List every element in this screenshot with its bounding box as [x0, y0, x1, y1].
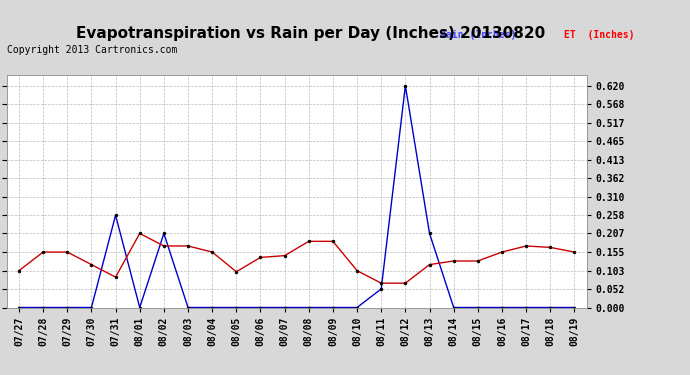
Text: Rain (Inches): Rain (Inches): [440, 30, 516, 40]
Text: Copyright 2013 Cartronics.com: Copyright 2013 Cartronics.com: [7, 45, 177, 55]
Text: ET  (Inches): ET (Inches): [564, 30, 634, 40]
Text: Evapotranspiration vs Rain per Day (Inches) 20130820: Evapotranspiration vs Rain per Day (Inch…: [76, 26, 545, 41]
